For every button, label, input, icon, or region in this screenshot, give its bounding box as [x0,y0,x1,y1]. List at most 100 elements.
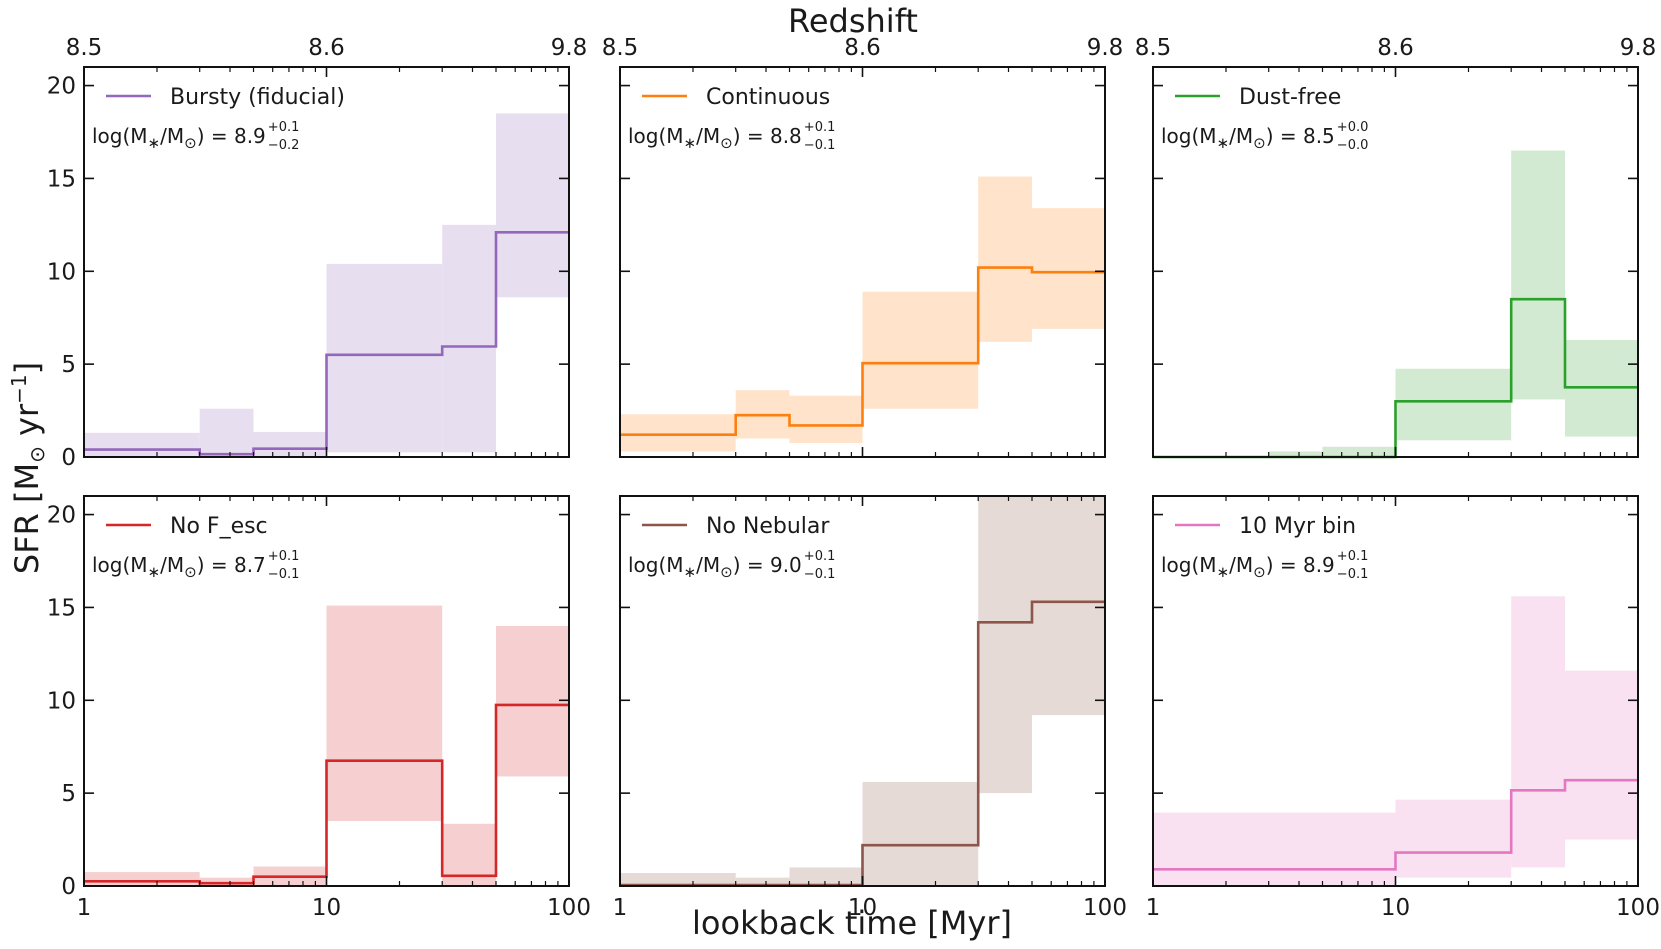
uncertainty-band-2 [199,408,254,457]
mass-label-part: ) = 8.9 [1266,553,1335,577]
mass-upper-error: +0.1 [268,120,300,135]
y-tick-label: 10 [47,259,76,285]
uncertainty-band-4 [862,782,979,886]
uncertainty-band-5 [442,224,497,453]
mass-upper-error: +0.1 [1337,549,1369,564]
x-tick-label: 10 [848,895,877,921]
x-tick-label: 100 [1616,895,1660,921]
mass-label-part: ) = 8.8 [733,124,802,148]
x-tick-label: 1 [613,895,628,921]
stellar-mass-label: log(M∗/M⊙) = 8.9 [1161,553,1335,581]
mass-label-part: /M [696,553,720,577]
uncertainty-band-4 [326,605,443,821]
mass-upper-error: +0.1 [804,120,836,135]
uncertainty-band-6 [1032,208,1105,329]
stellar-mass-label: log(M∗/M⊙) = 8.7 [92,553,266,581]
y-tick-label: 20 [47,503,76,529]
mass-label-part: ) = 9.0 [733,553,802,577]
mass-lower-error: −0.1 [268,567,300,582]
mass-label-part: log(M [628,553,684,577]
mass-label-part: ∗ [148,134,161,152]
uncertainty-band-4 [1565,670,1638,840]
uncertainty-band-3 [789,867,863,886]
y-tick-label: 15 [47,595,76,621]
mass-label-part: /M [160,124,184,148]
mass-lower-error: −0.0 [1337,138,1369,153]
mass-label-part: ) = 8.5 [1266,124,1335,148]
uncertainty-band-5 [978,496,1033,794]
mass-lower-error: −0.1 [804,567,836,582]
mass-label-part: ⊙ [720,563,733,581]
top-tick-label: 9.8 [551,35,588,61]
mass-lower-error: −0.1 [804,138,836,153]
x-axis-title: lookback time [Myr] [692,904,1012,942]
mass-lower-error: −0.1 [1337,567,1369,582]
stellar-mass-label: log(M∗/M⊙) = 9.0 [628,553,802,581]
x-tick-label: 10 [1381,895,1410,921]
uncertainty-band-2 [1395,799,1512,878]
uncertainty-band-1 [84,872,200,886]
mass-label-part: /M [1229,553,1253,577]
uncertainty-band-6 [496,113,569,298]
top-tick-label: 8.6 [308,35,345,61]
panel-2: 8.5 8.6 9.8 Continuous log(M∗/M⊙) = 8.8 +0.1 −… [602,35,1124,458]
mass-upper-error: +0.1 [804,549,836,564]
sfr-step-line [620,266,1105,437]
y-tick-label: 5 [61,352,76,378]
y-axis-title-sun: ⊙ [25,446,49,463]
legend-label: No F_esc [170,514,268,539]
mass-label-part: ⊙ [1253,134,1266,152]
top-tick-label: 8.5 [66,35,103,61]
uncertainty-band-4 [326,263,443,453]
mass-label-part: /M [160,553,184,577]
stellar-mass-label: log(M∗/M⊙) = 8.5 [1161,124,1335,152]
uncertainty-band-2 [735,877,790,886]
uncertainty-band-1 [1153,812,1396,886]
mass-label-part: /M [696,124,720,148]
mass-label-part: ⊙ [720,134,733,152]
mass-label-part: ⊙ [1253,563,1266,581]
uncertainty-band-4 [1395,368,1512,441]
mass-lower-error: −0.2 [268,138,300,153]
top-tick-label: 9.8 [1087,35,1124,61]
uncertainty-band-1 [620,873,736,886]
mass-label-part: ∗ [684,134,697,152]
sfr-step-line [1153,778,1638,871]
legend-label: Bursty (fiducial) [170,85,345,110]
y-tick-label: 5 [61,781,76,807]
y-axis-title-exp: −1 [7,374,31,403]
stellar-mass-label: log(M∗/M⊙) = 8.8 [628,124,802,152]
y-tick-label: 0 [61,874,76,900]
mass-label-part: log(M [1161,553,1217,577]
uncertainty-band-3 [253,431,327,457]
top-tick-label: 9.8 [1620,35,1657,61]
mass-label-part: /M [1229,124,1253,148]
panel-5: 1 10 100 No Nebular log(M∗/M⊙) = 9.0 +0.1 −0.1 [613,495,1127,921]
uncertainty-band-5 [978,176,1033,342]
uncertainty-band-5 [1511,150,1566,400]
top-tick-label: 8.6 [844,35,881,61]
uncertainty-band-4 [862,291,979,409]
x-tick-label: 100 [1083,895,1127,921]
stellar-mass-label: log(M∗/M⊙) = 8.9 [92,124,266,152]
top-axis-title: Redshift [788,2,918,40]
mass-label-part: ⊙ [184,563,197,581]
uncertainty-band-1 [620,414,736,452]
mass-label-part: log(M [92,553,148,577]
mass-upper-error: +0.1 [268,549,300,564]
uncertainty-band-2 [199,877,254,886]
legend-label: No Nebular [706,514,830,539]
y-tick-label: 15 [47,166,76,192]
uncertainty-band-3 [1511,596,1566,868]
top-tick-label: 8.5 [1135,35,1172,61]
top-tick-label: 8.5 [602,35,639,61]
uncertainty-band-3 [1322,446,1396,457]
panel-1: 0 5 10 15 20 8.5 8.6 9.8 Bursty (fiducial) log(M∗… [47,35,588,471]
legend-label: Continuous [706,85,830,110]
uncertainty-band-1 [84,432,200,457]
x-tick-label: 1 [77,895,92,921]
y-axis-title: SFR [M⊙ yr−1] [7,362,49,574]
y-tick-label: 20 [47,74,76,100]
x-tick-label: 1 [1146,895,1161,921]
